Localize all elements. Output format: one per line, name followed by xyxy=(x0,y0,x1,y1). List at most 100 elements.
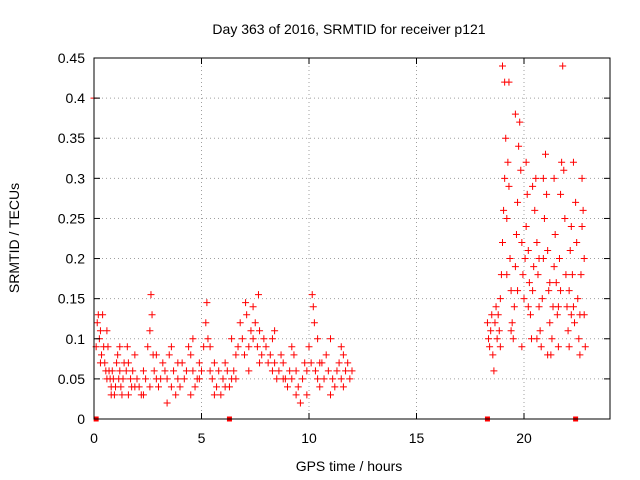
data-point xyxy=(104,343,112,351)
data-point xyxy=(170,367,178,375)
data-point xyxy=(148,311,156,319)
data-point xyxy=(176,383,184,391)
data-point xyxy=(238,335,246,343)
data-point xyxy=(116,343,124,351)
data-point xyxy=(511,263,519,271)
data-point xyxy=(256,359,264,367)
data-point xyxy=(146,327,154,335)
data-point xyxy=(489,351,497,359)
data-point xyxy=(310,319,318,327)
data-point xyxy=(544,351,552,359)
data-point xyxy=(292,391,300,399)
data-point xyxy=(499,239,506,247)
data-point xyxy=(167,343,175,351)
data-point xyxy=(335,359,343,367)
data-point xyxy=(505,78,513,86)
data-point xyxy=(577,271,585,279)
data-point xyxy=(303,391,311,399)
data-point xyxy=(576,311,584,319)
data-point xyxy=(307,359,315,367)
data-point xyxy=(163,399,171,407)
data-point xyxy=(232,351,240,359)
data-point xyxy=(116,367,124,375)
data-point xyxy=(520,295,528,303)
data-point xyxy=(551,230,559,238)
data-point xyxy=(165,351,173,359)
data-point xyxy=(576,351,584,359)
data-point xyxy=(578,174,586,182)
data-point xyxy=(530,263,538,271)
data-point xyxy=(174,375,182,383)
data-point xyxy=(535,303,543,311)
data-point xyxy=(131,383,139,391)
data-point xyxy=(508,319,516,327)
data-point xyxy=(543,190,551,198)
data-point xyxy=(296,399,304,407)
data-point xyxy=(264,359,272,367)
data-point xyxy=(247,327,255,335)
data-point xyxy=(288,375,296,383)
x-tick-label: 0 xyxy=(90,430,98,446)
data-point xyxy=(122,367,130,375)
y-tick-label: 0 xyxy=(77,411,85,427)
data-point xyxy=(117,383,125,391)
data-point xyxy=(305,343,313,351)
data-point xyxy=(487,327,495,335)
data-point xyxy=(200,343,208,351)
y-tick-label: 0.25 xyxy=(58,210,85,226)
data-point xyxy=(516,118,524,126)
data-point xyxy=(521,255,529,263)
data-point xyxy=(579,206,587,214)
x-tick-label: 10 xyxy=(301,430,317,446)
data-point xyxy=(309,303,317,311)
data-point xyxy=(195,375,203,383)
data-point xyxy=(195,359,203,367)
data-point xyxy=(275,367,283,375)
data-point xyxy=(542,150,549,158)
data-point xyxy=(580,255,588,263)
plot-frame xyxy=(93,57,611,420)
data-point xyxy=(266,351,274,359)
data-point xyxy=(499,62,506,70)
data-point xyxy=(494,311,502,319)
data-point xyxy=(157,375,165,383)
data-point xyxy=(525,279,533,287)
data-point xyxy=(536,327,544,335)
data-point xyxy=(558,158,566,166)
data-point xyxy=(108,367,116,375)
data-point xyxy=(206,367,214,375)
data-point xyxy=(303,367,311,375)
data-point xyxy=(314,335,322,343)
data-point xyxy=(187,391,195,399)
data-point xyxy=(215,367,223,375)
data-point xyxy=(268,367,276,375)
data-point xyxy=(517,166,525,174)
data-point xyxy=(496,295,504,303)
data-point xyxy=(182,367,190,375)
data-point xyxy=(569,303,577,311)
y-tick-label: 0.15 xyxy=(58,291,85,307)
data-point xyxy=(292,367,300,375)
data-point xyxy=(550,263,558,271)
data-point xyxy=(114,351,122,359)
data-point xyxy=(242,299,250,307)
data-point xyxy=(127,375,135,383)
data-point xyxy=(518,343,526,351)
data-point xyxy=(503,214,511,222)
data-point xyxy=(147,291,155,299)
data-point xyxy=(554,303,562,311)
data-point xyxy=(339,383,347,391)
data-point xyxy=(131,351,139,359)
y-tick-label: 0.2 xyxy=(66,251,86,267)
data-point xyxy=(133,375,141,383)
grid-lines xyxy=(94,58,610,419)
data-point xyxy=(273,375,281,383)
data-point xyxy=(163,375,171,383)
data-point xyxy=(327,335,334,343)
data-point xyxy=(500,206,508,214)
data-point xyxy=(491,319,499,327)
data-point xyxy=(560,166,568,174)
data-point xyxy=(324,367,332,375)
data-point xyxy=(241,351,248,359)
data-point xyxy=(492,303,500,311)
